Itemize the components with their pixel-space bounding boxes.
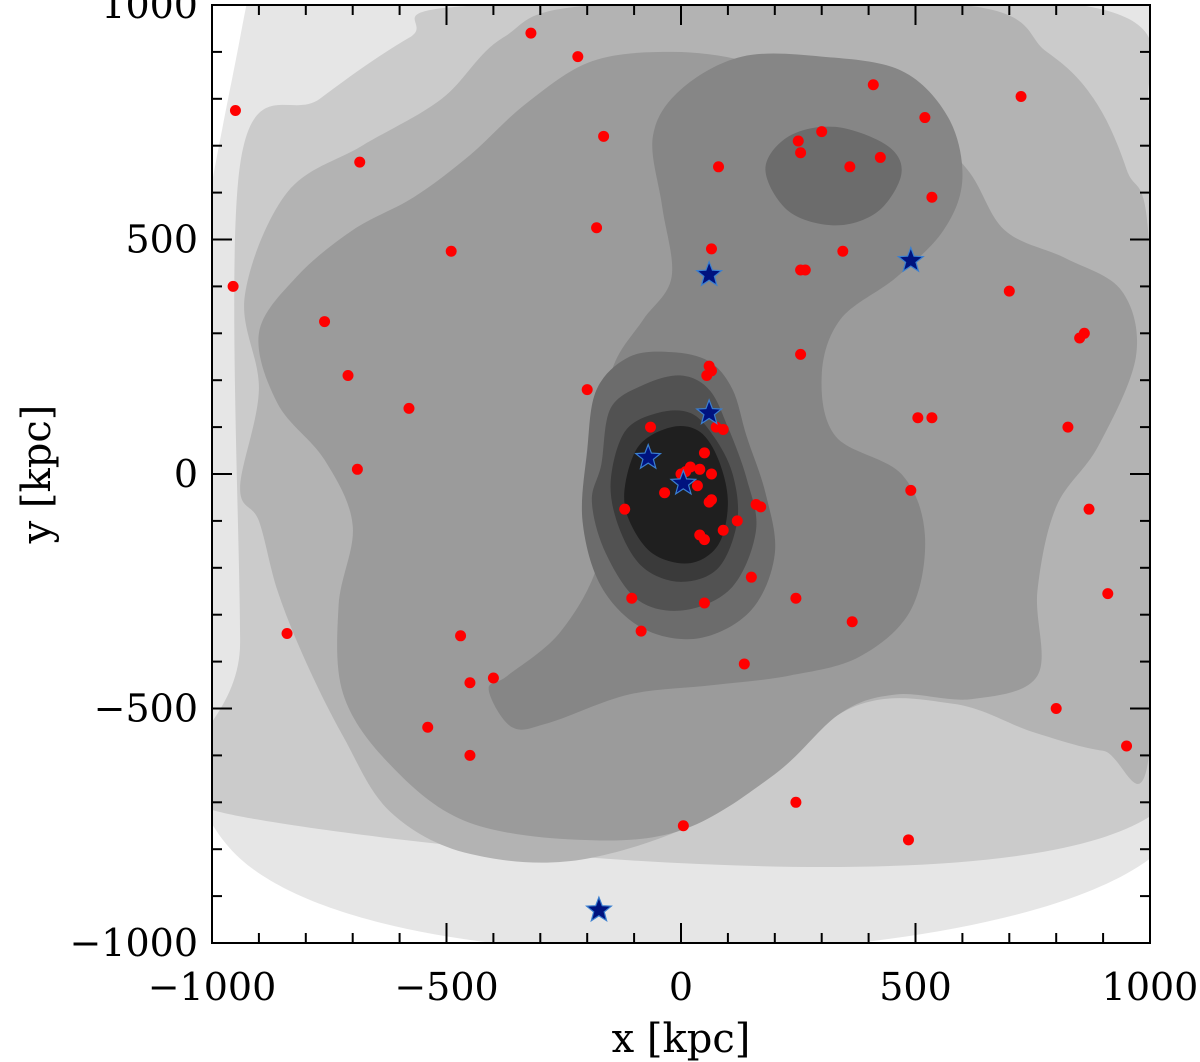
x-tick-labels: −1000 −500 0 500 1000 <box>148 965 1199 1009</box>
data-point <box>919 112 931 124</box>
star-marker <box>634 442 663 470</box>
data-point <box>705 468 717 480</box>
y-tick-label: 1000 <box>101 0 198 27</box>
data-point <box>1003 285 1015 297</box>
data-point <box>1078 327 1090 339</box>
x-tick-label: 1000 <box>1102 965 1199 1009</box>
data-point <box>572 51 584 63</box>
data-point <box>1050 703 1062 714</box>
data-point <box>1015 90 1027 102</box>
data-point <box>1102 588 1114 600</box>
data-point <box>525 27 537 39</box>
data-point <box>351 463 363 475</box>
star-marker <box>695 398 724 425</box>
data-point <box>837 245 849 257</box>
data-point <box>445 245 457 257</box>
data-point <box>792 135 804 147</box>
x-tick-label: −1000 <box>148 965 277 1009</box>
data-point <box>598 130 610 142</box>
data-point <box>403 402 415 414</box>
data-point <box>795 348 807 360</box>
data-point <box>926 412 938 424</box>
data-point <box>581 384 593 396</box>
data-point <box>905 484 917 496</box>
x-tick-label: −500 <box>394 965 498 1009</box>
data-point <box>701 370 713 382</box>
axis-ticks <box>211 4 1151 944</box>
data-point <box>755 501 767 513</box>
star-marker <box>695 260 724 287</box>
data-point <box>902 834 914 846</box>
data-point <box>745 571 757 583</box>
data-point <box>1062 421 1074 433</box>
data-point <box>705 243 717 255</box>
data-point <box>591 222 603 234</box>
data-point <box>626 592 638 604</box>
data-point <box>319 316 331 328</box>
data-point <box>227 280 239 292</box>
data-point <box>698 597 710 609</box>
data-point <box>422 721 434 733</box>
data-point <box>698 447 710 459</box>
data-point <box>487 672 499 684</box>
data-point <box>342 370 354 382</box>
star-marker <box>669 468 698 496</box>
data-point <box>677 820 689 832</box>
data-point <box>691 480 703 492</box>
data-point <box>867 79 879 91</box>
data-point <box>1121 740 1133 752</box>
y-axis-label: y [kpc] <box>14 405 60 545</box>
star-marker <box>896 245 925 273</box>
y-tick-label: 500 <box>125 218 198 262</box>
data-point <box>790 592 802 604</box>
data-point <box>844 161 856 173</box>
y-tick-label: −1000 <box>69 921 198 965</box>
data-point <box>464 749 476 761</box>
data-point <box>717 423 729 435</box>
data-point <box>912 412 924 424</box>
x-axis-label: x [kpc] <box>612 1016 751 1062</box>
data-point <box>795 147 807 159</box>
star-marker <box>585 895 613 923</box>
data-point <box>717 524 729 536</box>
data-point <box>229 105 241 117</box>
data-point <box>635 625 647 637</box>
data-point <box>694 463 706 475</box>
y-tick-label: 0 <box>174 452 198 496</box>
data-point <box>354 156 366 168</box>
data-point <box>926 191 938 203</box>
data-point <box>464 677 476 689</box>
data-point <box>694 529 706 541</box>
data-point <box>281 627 293 639</box>
star-markers <box>585 245 925 923</box>
data-point <box>659 487 671 499</box>
x-tick-label: 500 <box>879 965 952 1009</box>
y-tick-labels: −1000 −500 0 500 1000 <box>69 0 198 965</box>
data-point <box>790 796 802 808</box>
data-points <box>227 27 1133 846</box>
x-tick-label: 0 <box>669 965 693 1009</box>
data-point <box>846 616 858 628</box>
data-point <box>874 151 886 163</box>
data-point <box>799 264 811 276</box>
data-point <box>731 515 743 527</box>
data-point <box>645 421 657 433</box>
data-point <box>455 630 467 642</box>
y-tick-label: −500 <box>94 687 198 731</box>
data-point <box>816 126 828 138</box>
data-point <box>703 496 715 508</box>
data-point <box>738 658 750 670</box>
data-point <box>619 503 631 515</box>
data-point <box>1083 503 1095 515</box>
data-point <box>713 161 725 173</box>
density-contours <box>212 5 1150 943</box>
